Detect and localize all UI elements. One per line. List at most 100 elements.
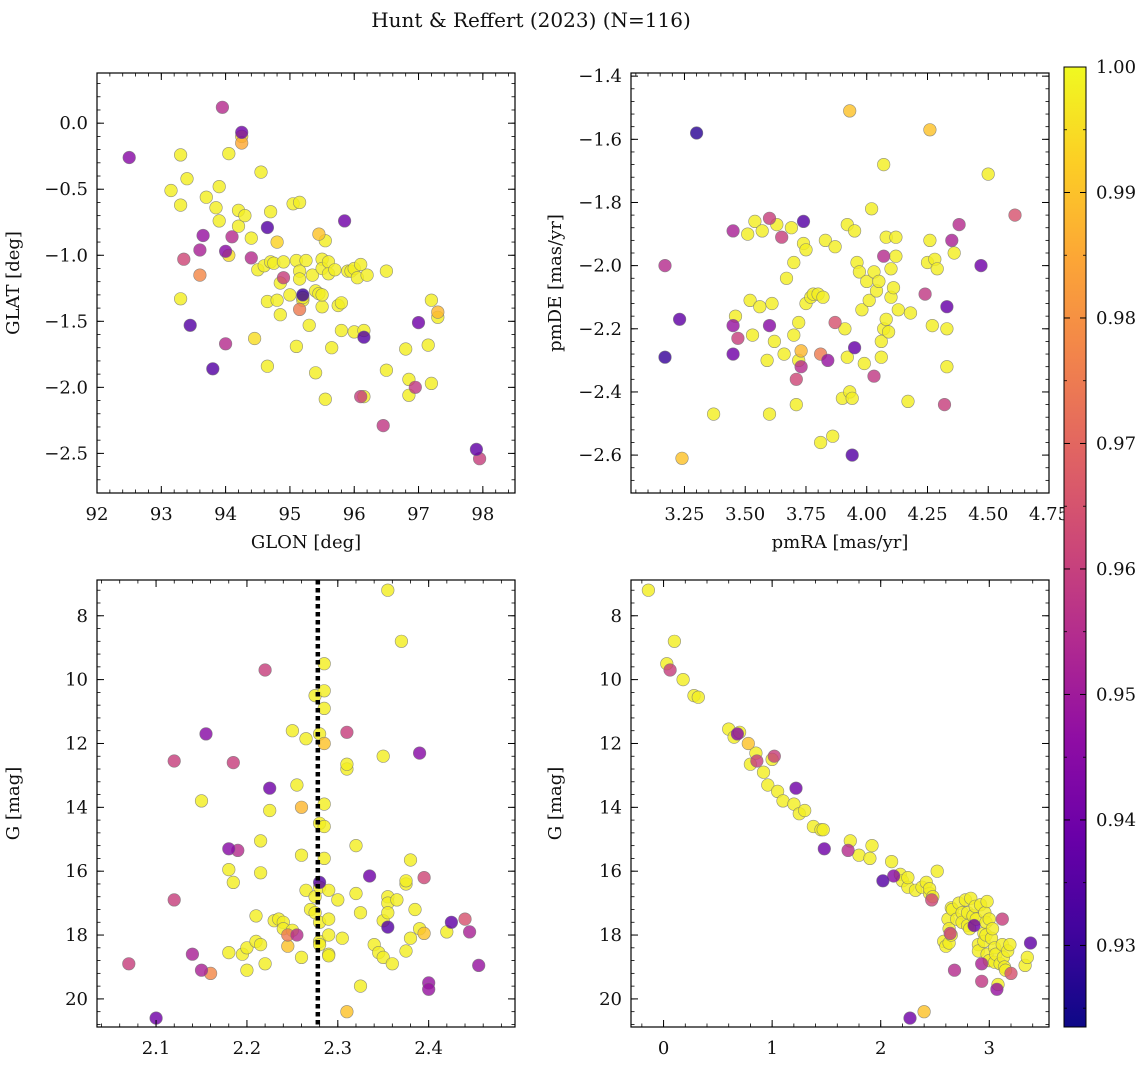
data-point (294, 848, 309, 862)
x-tick-label: 2.4 (414, 1038, 443, 1059)
plot-frame (96, 579, 516, 1028)
data-point (794, 344, 808, 358)
data-point (270, 293, 284, 307)
data-point (281, 939, 295, 953)
y-axis-label: G [mag] (545, 767, 566, 840)
data-point (293, 195, 307, 209)
data-point (263, 781, 277, 795)
data-point (706, 407, 721, 421)
data-point (122, 150, 136, 165)
data-point (818, 233, 833, 247)
data-point (417, 926, 431, 941)
points (122, 583, 486, 1025)
data-point (877, 158, 891, 172)
data-point (317, 684, 331, 698)
data-point (422, 982, 436, 996)
data-point (353, 906, 368, 920)
data-point (328, 263, 342, 277)
data-point (886, 281, 901, 295)
colorbar-gradient (1063, 66, 1087, 1028)
data-point (357, 330, 371, 344)
data-point (270, 235, 284, 249)
data-point (918, 287, 932, 301)
data-point (276, 271, 291, 285)
data-point (799, 243, 813, 257)
figure-title: Hunt & Reffert (2023) (N=116) (371, 8, 691, 32)
y-tick-label: 20 (65, 989, 88, 1010)
data-point (193, 268, 207, 282)
data-point (215, 100, 229, 114)
data-point (254, 165, 268, 179)
data-point (975, 957, 989, 971)
data-point (756, 765, 771, 779)
x-tick-label: 2 (875, 1038, 886, 1059)
y-tick-label: 14 (599, 797, 622, 818)
data-point (767, 334, 782, 349)
data-point (995, 912, 1009, 926)
data-point (305, 268, 320, 282)
x-tick-label: 93 (150, 504, 173, 525)
data-point (403, 853, 418, 867)
data-point (421, 338, 435, 352)
y-axis-label: G [mag] (3, 767, 24, 840)
data-point (194, 794, 209, 808)
data-point (472, 958, 486, 973)
data-point (817, 842, 831, 856)
data-point (185, 947, 199, 961)
data-point (379, 363, 394, 377)
data-point (985, 922, 1000, 936)
data-point (244, 231, 258, 245)
data-point (226, 755, 240, 770)
data-point (943, 926, 957, 941)
data-point (925, 319, 939, 333)
data-point (290, 778, 304, 792)
data-point (784, 221, 799, 235)
data-point (726, 224, 740, 238)
y-tick-label: 12 (65, 733, 88, 754)
data-point (947, 246, 961, 260)
data-point (240, 963, 254, 977)
data-point (315, 288, 329, 302)
data-point (293, 272, 307, 286)
data-point (458, 912, 472, 926)
ticks (631, 580, 1049, 1027)
data-point (381, 583, 395, 597)
data-point (748, 214, 762, 228)
colorbar-tick-label: 0.95 (1096, 684, 1136, 705)
data-point (1004, 966, 1018, 981)
data-point (762, 319, 777, 333)
data-point (1023, 936, 1038, 950)
y-tick-label: 8 (611, 606, 622, 627)
y-tick-label: 14 (65, 797, 88, 818)
colorbar-tick-label: 0.93 (1096, 935, 1136, 956)
data-point (891, 303, 905, 317)
data-point (283, 288, 297, 302)
data-point (843, 104, 857, 118)
data-point (901, 870, 915, 885)
data-point (340, 1005, 354, 1019)
data-point (354, 390, 368, 404)
data-point (299, 253, 313, 268)
panel-bprp-g: 01238101214161820BP-RP [mag]G [mag] (545, 579, 1050, 1067)
data-point (901, 394, 915, 409)
data-point (424, 376, 439, 391)
data-point (789, 398, 803, 412)
data-point (787, 255, 801, 270)
data-point (164, 183, 178, 198)
data-point (889, 230, 903, 244)
data-point (779, 271, 794, 285)
data-point (917, 1005, 931, 1019)
x-tick-label: 97 (407, 504, 430, 525)
y-tick-label: −1.5 (44, 311, 88, 332)
data-point (884, 262, 898, 276)
x-tick-label: 96 (343, 504, 366, 525)
data-point (209, 201, 223, 215)
data-point (741, 227, 755, 241)
data-point (821, 353, 835, 368)
data-point (199, 727, 213, 741)
data-point (258, 663, 272, 677)
x-tick-label: 4.75 (1029, 504, 1069, 525)
data-point (335, 931, 349, 945)
data-point (299, 732, 313, 746)
